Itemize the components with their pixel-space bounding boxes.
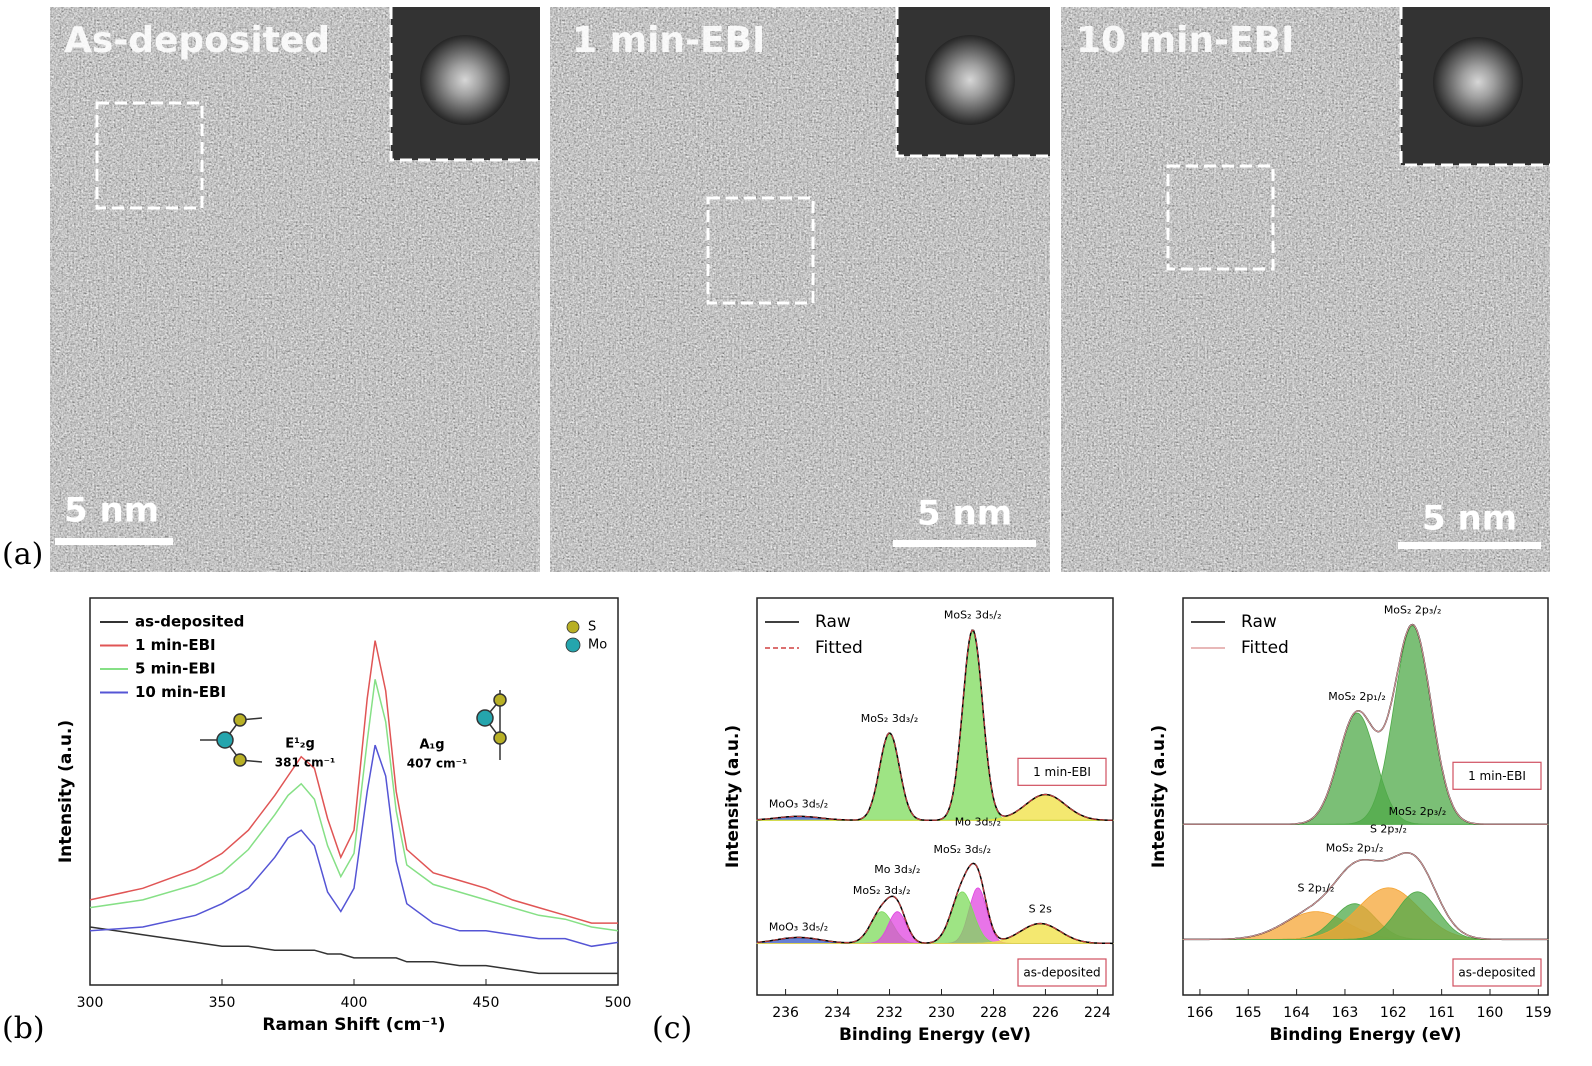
x-tick-label: 161: [1428, 1005, 1455, 1021]
data-line: [89, 744, 619, 948]
x-tick-label: 163: [1332, 1005, 1359, 1021]
peak-label: MoS₂ 2p₁/₂: [1328, 690, 1386, 703]
x-tick-label: 159: [1525, 1005, 1552, 1021]
tem-image: 10 min-EBI 5 nm: [1061, 7, 1550, 572]
data-line: [89, 640, 618, 924]
peak-label: MoS₂ 3d₅/₂: [933, 843, 991, 856]
fitted-spectrum: [1183, 624, 1548, 825]
molecule-icon: [200, 690, 507, 767]
peak-label: MoS₂ 2p₃/₂: [1384, 604, 1442, 617]
peak-label: Mo 3d₅/₂: [955, 816, 1001, 829]
plot-frame: [89, 597, 619, 986]
tem-image: As-deposited 5 nm: [50, 7, 540, 572]
peak-label: MoS₂ 3d₅/₂: [944, 609, 1002, 622]
sample-box: [1017, 958, 1107, 987]
legend-label: Raw: [815, 612, 851, 632]
legend-label: 1 min-EBI: [135, 636, 216, 654]
plot-frame: [1182, 597, 1549, 996]
peak-label: MoS₂ 3d₃/₂: [853, 884, 911, 897]
peak-label: Mo 3d₃/₂: [874, 863, 920, 876]
x-tick-label: 234: [824, 1005, 851, 1021]
x-tick-label: 236: [772, 1005, 799, 1021]
sample-box: [1452, 958, 1542, 987]
x-tick-label: 230: [928, 1005, 955, 1021]
raw-spectrum: [757, 629, 1113, 822]
peak-label: MoS₂ 2p₃/₂: [1389, 805, 1447, 818]
annotation-text: 381 cm⁻¹: [275, 756, 335, 770]
x-tick-label: 165: [1235, 1005, 1262, 1021]
peak-label: MoO₃ 3d₅/₂: [769, 797, 828, 810]
peak-label: S 2s: [1029, 903, 1052, 916]
scale-bar-label: 5 nm: [1422, 499, 1517, 539]
plot-frame: [756, 597, 1114, 996]
x-tick-label: 350: [209, 995, 236, 1011]
x-tick-label: 166: [1187, 1005, 1214, 1021]
atom-legend-marker: [566, 620, 580, 634]
annotation-text: 407 cm⁻¹: [407, 757, 467, 771]
legend-label: Fitted: [1241, 638, 1289, 658]
x-axis-label: Binding Energy (eV): [839, 1025, 1031, 1045]
fit-component: [1182, 887, 1549, 940]
legend-label: as-deposited: [135, 613, 244, 631]
tem-image: 1 min-EBI 5 nm: [550, 7, 1050, 572]
scale-bar-label: 5 nm: [917, 494, 1012, 534]
tem-title: As-deposited: [64, 20, 330, 61]
sample-box: [1452, 761, 1542, 790]
data-line: [89, 926, 618, 975]
sample-label: 1 min-EBI: [1033, 765, 1091, 779]
x-tick-label: 232: [876, 1005, 903, 1021]
y-axis-label: Intensity (a.u.): [723, 725, 743, 868]
x-tick-label: 162: [1380, 1005, 1407, 1021]
peak-label: S 2p₁/₂: [1297, 881, 1334, 894]
fitted-spectrum: [756, 862, 1113, 944]
x-tick-label: 228: [980, 1005, 1007, 1021]
x-tick-label: 164: [1283, 1005, 1310, 1021]
tem-title: 10 min-EBI: [1076, 20, 1294, 61]
legend-label: Raw: [1241, 612, 1277, 632]
legend-label: Fitted: [815, 638, 863, 658]
sample-label: as-deposited: [1023, 966, 1100, 980]
annotation-label: A₁g: [419, 738, 444, 753]
sample-box: [1017, 757, 1107, 786]
x-axis-label: Raman Shift (cm⁻¹): [262, 1015, 445, 1035]
x-tick-label: 226: [1032, 1005, 1059, 1021]
peak-label: S 2p₃/₂: [1370, 822, 1407, 835]
scale-bar-label: 5 nm: [64, 491, 159, 531]
panel-label: (a): [2, 537, 43, 572]
x-tick-label: 160: [1477, 1005, 1504, 1021]
x-tick-label: 400: [341, 995, 368, 1011]
fitted-spectrum: [757, 629, 1113, 821]
x-tick-label: 224: [1084, 1005, 1111, 1021]
fit-component: [756, 629, 1114, 821]
peak-label: MoS₂ 2p₁/₂: [1326, 841, 1384, 854]
legend-label: 5 min-EBI: [135, 660, 216, 678]
y-axis-label: Intensity (a.u.): [1149, 725, 1169, 868]
x-tick-label: 500: [605, 995, 632, 1011]
data-line: [89, 679, 619, 932]
sample-label: as-deposited: [1458, 966, 1535, 980]
peak-label: MoO₃ 3d₅/₂: [769, 920, 828, 933]
peak-label: MoS₂ 3d₃/₂: [861, 712, 919, 725]
atom-legend-marker: [565, 637, 581, 653]
sample-label: 1 min-EBI: [1468, 769, 1526, 783]
x-axis-label: Binding Energy (eV): [1269, 1025, 1461, 1045]
annotation-label: E¹₂g: [285, 737, 315, 752]
panel-label: (b): [2, 1011, 45, 1046]
tem-title: 1 min-EBI: [572, 20, 765, 61]
atom-legend-label: Mo: [588, 638, 607, 653]
panel-label: (c): [652, 1011, 692, 1046]
atom-legend-label: S: [588, 620, 596, 635]
y-axis-label: Intensity (a.u.): [56, 720, 76, 863]
legend-label: 10 min-EBI: [135, 683, 226, 701]
x-tick-label: 300: [77, 995, 104, 1011]
x-tick-label: 450: [473, 995, 500, 1011]
fitted-spectrum: [1183, 852, 1548, 940]
